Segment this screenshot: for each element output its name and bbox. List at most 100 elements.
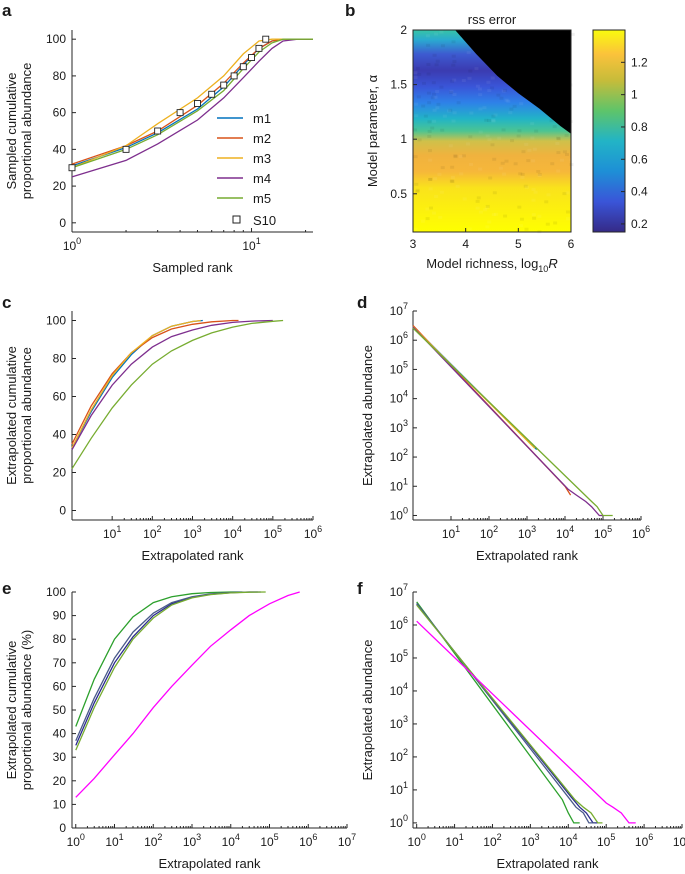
y-tick-label-base: 10 bbox=[390, 783, 404, 797]
heatmap-noise bbox=[450, 79, 455, 83]
x-tick-label-exponent: 3 bbox=[535, 832, 540, 842]
y-tick-label-base: 10 bbox=[390, 651, 404, 665]
heatmap-frame bbox=[412, 29, 572, 233]
heatmap-noise bbox=[513, 162, 518, 166]
x-tick-label-exponent: 0 bbox=[76, 236, 81, 246]
heatmap-noise bbox=[452, 60, 457, 64]
heatmap-noise bbox=[428, 206, 433, 210]
x-tick-label: 105 bbox=[260, 832, 278, 849]
heatmap-noise bbox=[456, 101, 461, 105]
heatmap-noise bbox=[494, 212, 499, 216]
x-tick-label: 103 bbox=[521, 832, 539, 849]
x-tick-label: 3 bbox=[410, 237, 417, 251]
heatmap-noise bbox=[483, 208, 488, 212]
y-tick-label: 104 bbox=[390, 681, 408, 698]
heatmap-noise bbox=[523, 184, 528, 188]
x-tick-label-exponent: 6 bbox=[648, 832, 653, 842]
x-tick-label: 102 bbox=[144, 832, 162, 849]
heatmap-noise bbox=[434, 194, 439, 198]
y-tick-label: 107 bbox=[390, 582, 408, 599]
heatmap-noise bbox=[509, 107, 514, 111]
heatmap-noise bbox=[506, 99, 511, 103]
series-line-m5 bbox=[71, 38, 313, 169]
series-line-m2 bbox=[71, 319, 239, 445]
heatmap-noise bbox=[423, 114, 428, 118]
marker-S10 bbox=[230, 72, 238, 80]
heatmap-noise bbox=[517, 129, 522, 133]
heatmap-noise bbox=[517, 205, 522, 209]
colorbar bbox=[592, 29, 626, 233]
heatmap-noise bbox=[461, 154, 466, 158]
y-tick-label: 106 bbox=[390, 330, 408, 347]
y-tick-label: 60 bbox=[53, 106, 67, 120]
y-tick-label-exponent: 2 bbox=[403, 447, 408, 457]
heatmap-noise bbox=[467, 76, 472, 80]
x-tick-label: 101 bbox=[445, 832, 463, 849]
x-tick-label-exponent: 4 bbox=[235, 832, 240, 842]
series-line-m4 bbox=[71, 38, 313, 178]
x-tick-label-base: 10 bbox=[518, 527, 532, 541]
y-tick-label-base: 10 bbox=[390, 304, 404, 318]
heatmap-noise bbox=[477, 87, 482, 91]
x-tick-label-base: 10 bbox=[264, 527, 278, 541]
y-tick-label-base: 10 bbox=[390, 421, 404, 435]
heatmap-noise bbox=[516, 134, 521, 138]
heatmap-noise bbox=[468, 69, 473, 73]
heatmap-noise bbox=[431, 81, 436, 85]
series-line-magenta bbox=[416, 620, 636, 824]
colorbar-tick-label: 0.2 bbox=[631, 217, 648, 231]
heatmap-noise bbox=[413, 155, 418, 159]
x-tick-label-exponent: 2 bbox=[157, 524, 162, 534]
x-tick-label-exponent: 2 bbox=[497, 832, 502, 842]
x-tick-label: 103 bbox=[518, 524, 536, 541]
x-tick-label-base: 10 bbox=[556, 527, 570, 541]
y-tick-label: 40 bbox=[53, 727, 67, 741]
heatmap-noise bbox=[518, 172, 523, 176]
y-tick-label-base: 10 bbox=[390, 333, 404, 347]
y-tick-label: 20 bbox=[53, 466, 67, 480]
series-line-m1 bbox=[71, 38, 313, 167]
heatmap-noise bbox=[531, 198, 536, 202]
heatmap-noise bbox=[488, 176, 493, 180]
x-tick-label: 101 bbox=[103, 524, 121, 541]
y-tick-label: 1.5 bbox=[390, 78, 407, 92]
heatmap-noise bbox=[440, 44, 445, 48]
heatmap-noise bbox=[475, 206, 480, 210]
y-tick-label-base: 10 bbox=[390, 392, 404, 406]
y-tick-label-exponent: 7 bbox=[403, 301, 408, 311]
heatmap-noise bbox=[491, 213, 496, 217]
x-tick-label-base: 10 bbox=[559, 835, 573, 849]
x-tick-label-base: 10 bbox=[673, 835, 685, 849]
heatmap-noise bbox=[564, 153, 569, 157]
x-tick-label: 101 bbox=[105, 832, 123, 849]
heatmap-noise bbox=[478, 130, 483, 134]
x-tick-label-base: 10 bbox=[483, 835, 497, 849]
y-tick-label: 106 bbox=[390, 615, 408, 632]
series-line-navy bbox=[75, 591, 261, 746]
y-tick-label: 100 bbox=[46, 314, 66, 328]
legend-label-m4: m4 bbox=[253, 171, 271, 186]
heatmap-noise bbox=[531, 159, 536, 163]
heatmap-noise bbox=[531, 213, 536, 217]
heatmap-noise bbox=[487, 119, 492, 123]
x-tick-label: 102 bbox=[483, 832, 501, 849]
heatmap-noise bbox=[478, 107, 483, 111]
heatmap-noise bbox=[492, 191, 497, 195]
heatmap-noise bbox=[485, 206, 490, 210]
x-tick-label-base: 10 bbox=[445, 835, 459, 849]
heatmap-noise bbox=[426, 43, 431, 47]
x-tick-label: 105 bbox=[264, 524, 282, 541]
x-tick-label: 106 bbox=[304, 524, 322, 541]
marker-S10 bbox=[122, 145, 130, 153]
heatmap-noise bbox=[562, 192, 567, 196]
marker-S10 bbox=[255, 44, 263, 52]
heatmap-noise bbox=[485, 204, 490, 208]
x-tick-label-base: 10 bbox=[183, 527, 197, 541]
y-tick-label-exponent: 4 bbox=[403, 681, 408, 691]
heatmap-noise bbox=[526, 159, 531, 163]
y-tick-label: 103 bbox=[390, 418, 408, 435]
x-tick-label: 105 bbox=[594, 524, 612, 541]
legend: m1 m2 m3 m4 m5 S10 bbox=[217, 111, 276, 228]
heatmap-noise bbox=[524, 142, 529, 146]
